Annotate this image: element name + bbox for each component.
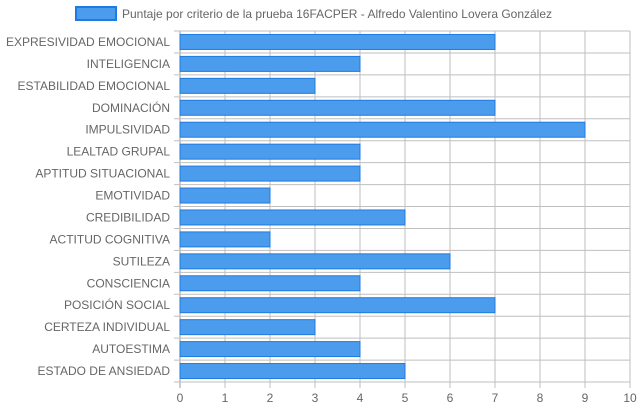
- category-label: ESTADO DE ANSIEDAD: [38, 364, 171, 378]
- bar[interactable]: [179, 319, 316, 336]
- bar[interactable]: [179, 143, 361, 160]
- x-tick-label: 10: [623, 391, 637, 405]
- bar[interactable]: [179, 99, 496, 116]
- bar[interactable]: [179, 297, 496, 314]
- legend-swatch: [75, 6, 117, 21]
- x-tick-label: 6: [447, 391, 454, 405]
- category-label: CERTEZA INDIVIDUAL: [44, 320, 170, 334]
- legend[interactable]: Puntaje por criterio de la prueba 16FACP…: [75, 6, 552, 21]
- x-tick-label: 1: [222, 391, 229, 405]
- category-label: ACTITUD COGNITIVA: [50, 232, 170, 246]
- grid-lines: [174, 30, 631, 388]
- category-label: SUTILEZA: [113, 254, 170, 268]
- bar[interactable]: [179, 275, 361, 292]
- bar[interactable]: [179, 363, 406, 380]
- bar[interactable]: [179, 253, 451, 270]
- category-label: APTITUD SITUACIONAL: [35, 167, 170, 181]
- category-labels: EXPRESIVIDAD EMOCIONAL INTELIGENCIA ESTABI…: [6, 35, 170, 378]
- category-label: CREDIBILIDAD: [86, 210, 170, 224]
- x-tick-label: 0: [177, 391, 184, 405]
- bar[interactable]: [179, 341, 361, 358]
- x-tick-label: 5: [402, 391, 409, 405]
- x-tick-labels: 0 1 2 3 4 5 6 7 8 9 10: [177, 391, 637, 405]
- category-label: IMPULSIVIDAD: [85, 123, 170, 137]
- category-label: LEALTAD GRUPAL: [67, 145, 171, 159]
- bar[interactable]: [179, 33, 496, 50]
- x-tick-label: 7: [492, 391, 499, 405]
- x-tick-label: 9: [582, 391, 589, 405]
- bar[interactable]: [179, 187, 271, 204]
- category-label: ESTABILIDAD EMOCIONAL: [18, 79, 171, 93]
- x-tick-label: 8: [537, 391, 544, 405]
- category-label: EXPRESIVIDAD EMOCIONAL: [6, 35, 170, 49]
- bar[interactable]: [179, 55, 361, 72]
- category-label: CONSCIENCIA: [87, 276, 170, 290]
- bar[interactable]: [179, 209, 406, 226]
- x-tick-label: 4: [357, 391, 364, 405]
- x-tick-label: 3: [312, 391, 319, 405]
- category-label: DOMINACIÓN: [92, 100, 170, 115]
- legend-label: Puntaje por criterio de la prueba 16FACP…: [122, 7, 552, 21]
- category-label: POSICIÓN SOCIAL: [64, 297, 170, 312]
- category-label: AUTOESTIMA: [92, 342, 170, 356]
- category-label: INTELIGENCIA: [87, 57, 170, 71]
- bar[interactable]: [179, 231, 271, 248]
- bar[interactable]: [179, 121, 586, 138]
- category-label: EMOTIVIDAD: [95, 189, 170, 203]
- bar[interactable]: [179, 77, 316, 94]
- bar[interactable]: [179, 165, 361, 182]
- bars: [179, 33, 586, 380]
- x-tick-label: 2: [267, 391, 274, 405]
